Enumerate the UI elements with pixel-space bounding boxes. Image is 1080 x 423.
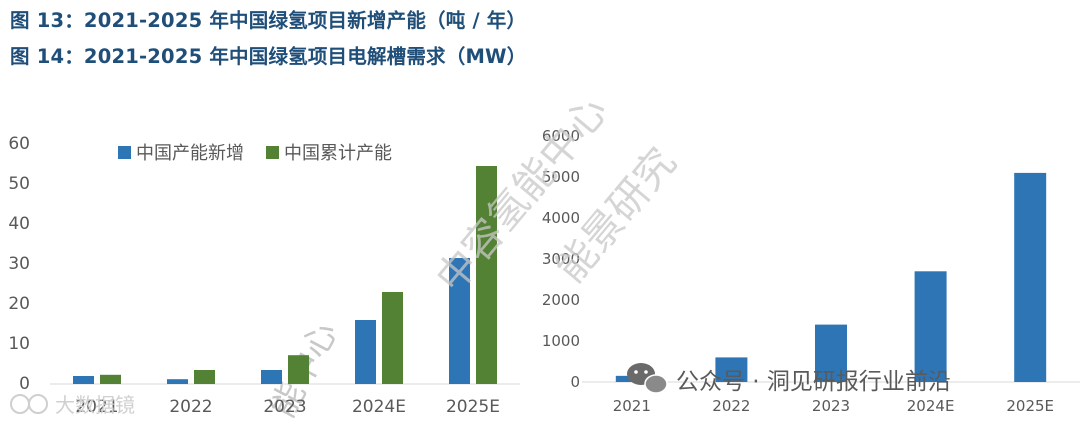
legend-swatch <box>266 146 279 159</box>
y-axis-ticks: 0 10 20 30 40 50 60 <box>8 134 30 394</box>
x-tick-label: 2025E <box>446 397 500 417</box>
bar-2021 <box>615 375 648 382</box>
bar-2023-series0 <box>261 370 282 384</box>
x-tick-label: 2021 <box>613 397 651 415</box>
bar-2021-series0 <box>73 376 94 384</box>
bar-2023-series1 <box>288 355 309 384</box>
bar-2024E <box>914 271 947 382</box>
y-tick-label: 10 <box>8 334 30 354</box>
x-axis-ticks: 2021 2022 2023 2024E 2025E <box>613 397 1054 415</box>
legend: 中国产能新增 中国累计产能 <box>118 143 392 164</box>
x-tick-label: 2023 <box>263 397 306 417</box>
y-tick-label: 30 <box>8 254 30 274</box>
legend-label: 中国累计产能 <box>284 143 392 164</box>
y-tick-label: 0 <box>570 373 580 391</box>
bar-2022-series1 <box>194 370 215 384</box>
bar-2025E <box>1014 172 1047 382</box>
bar-2021-series1 <box>100 374 121 384</box>
y-tick-label: 40 <box>8 214 30 234</box>
bar-2024E-series1 <box>382 292 403 384</box>
x-tick-label: 2023 <box>812 397 850 415</box>
figure-14-heading: 图 14：2021-2025 年中国绿氢项目电解槽需求（MW） <box>10 45 527 68</box>
bar-2022 <box>715 357 748 382</box>
x-tick-label: 2022 <box>712 397 750 415</box>
bars <box>615 172 1047 382</box>
bar-2022-series0 <box>167 379 188 384</box>
y-tick-label: 50 <box>8 174 30 194</box>
y-tick-label: 60 <box>8 134 30 154</box>
figure-13-heading: 图 13：2021-2025 年中国绿氢项目新增产能（吨 / 年） <box>10 9 527 32</box>
bar-2025E-series0 <box>449 258 470 384</box>
y-tick-label: 20 <box>8 294 30 314</box>
bar-2024E-series0 <box>355 320 376 384</box>
y-axis-ticks: 0 1000 2000 3000 4000 5000 6000 <box>542 127 580 391</box>
y-tick-label: 2000 <box>542 291 580 309</box>
y-tick-label: 4000 <box>542 209 580 227</box>
x-tick-label: 2024E <box>352 397 406 417</box>
legend-swatch <box>118 146 131 159</box>
bars <box>73 166 497 384</box>
x-axis-ticks: 2021 2022 2023 2024E 2025E <box>75 397 500 417</box>
y-tick-label: 6000 <box>542 127 580 145</box>
x-tick-label: 2022 <box>169 397 212 417</box>
y-tick-label: 0 <box>19 374 30 394</box>
bar-2025E-series1 <box>476 166 497 384</box>
bar-2023 <box>815 324 847 382</box>
legend-label: 中国产能新增 <box>136 143 244 164</box>
x-tick-label: 2024E <box>907 397 955 415</box>
y-tick-label: 1000 <box>542 332 580 350</box>
x-tick-label: 2025E <box>1006 397 1054 415</box>
x-tick-label: 2021 <box>75 397 118 417</box>
y-tick-label: 3000 <box>542 250 580 268</box>
y-tick-label: 5000 <box>542 168 580 186</box>
